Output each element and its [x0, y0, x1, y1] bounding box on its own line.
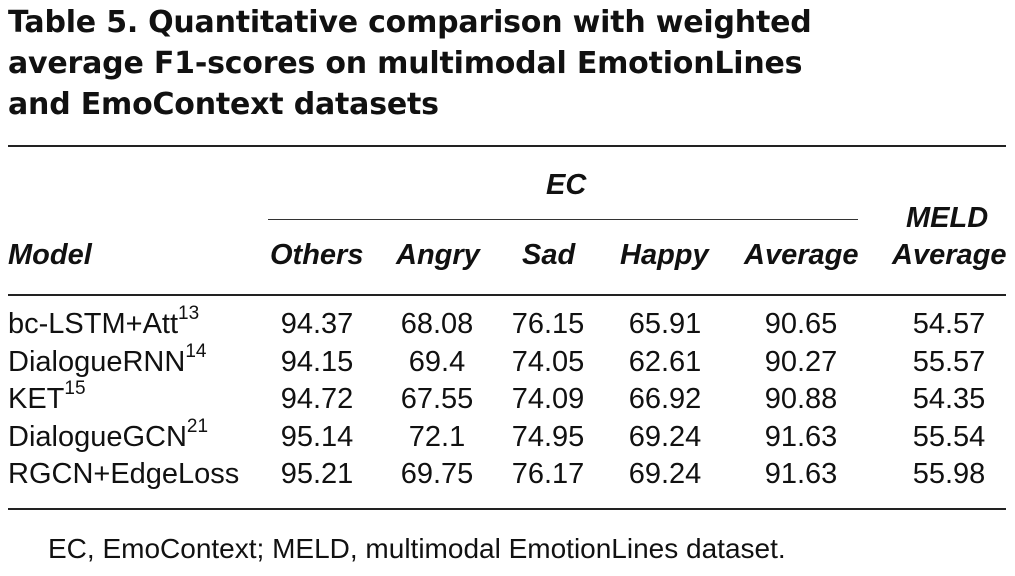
cell-angry: 72.1	[408, 421, 466, 453]
cell-angry: 67.55	[400, 383, 474, 415]
col-header-happy: Happy	[620, 239, 709, 271]
model-name: DialogueRNN	[8, 346, 186, 378]
cell-meld-average: 55.54	[912, 421, 986, 453]
caption-line-1: Table 5. Quantitative comparison with wei…	[8, 2, 968, 43]
cell-others: 95.14	[280, 421, 354, 453]
cell-sad: 76.17	[511, 458, 585, 490]
ec-group-header: EC	[546, 169, 587, 201]
ec-group-rule	[268, 219, 858, 220]
model-name: bc-LSTM+Att	[8, 308, 179, 340]
cell-others: 95.21	[280, 458, 354, 490]
cell-others: 94.15	[280, 346, 354, 378]
cell-meld-average: 54.35	[912, 383, 986, 415]
table-footnote: EC, EmoContext; MELD, multimodal Emotion…	[48, 533, 786, 564]
reference-number: 13	[178, 303, 200, 325]
col-header-angry: Angry	[396, 239, 480, 271]
reference-number: 14	[185, 341, 207, 363]
cell-happy: 65.91	[628, 308, 702, 340]
caption-line-2: average F1-scores on multimodal EmotionL…	[8, 46, 803, 81]
cell-happy: 69.24	[628, 458, 702, 490]
reference-number: 21	[186, 416, 209, 438]
table-row-model: KET15	[8, 378, 86, 417]
model-name: RGCN+EdgeLoss	[8, 458, 240, 490]
cell-sad: 74.09	[511, 383, 585, 415]
header-rule	[8, 294, 1006, 296]
col-header-others: Others	[270, 239, 364, 271]
model-name: KET	[8, 383, 65, 415]
cell-others: 94.72	[280, 383, 354, 415]
col-header-ec-average: Average	[744, 239, 859, 271]
col-header-model: Model	[8, 239, 92, 271]
cell-meld-average: 54.57	[912, 308, 986, 340]
cell-meld-average: 55.98	[912, 458, 986, 490]
table-label: Table 5.	[8, 5, 139, 40]
table-caption: Table 5. Quantitative comparison with wei…	[8, 2, 968, 125]
cell-ec-average: 91.63	[764, 421, 838, 453]
table-row-model: DialogueRNN14	[8, 341, 207, 380]
bottom-rule	[8, 508, 1006, 510]
reference-number: 15	[64, 378, 86, 400]
top-rule	[8, 145, 1006, 147]
col-header-meld: MELD	[906, 202, 989, 234]
caption-line-3: and EmoContext datasets	[8, 87, 439, 122]
cell-sad: 76.15	[511, 308, 585, 340]
col-header-meld-average: Average	[892, 239, 1007, 271]
caption-text-1: Quantitative comparison with weighted	[148, 5, 812, 40]
table-row-model: RGCN+EdgeLoss	[8, 456, 239, 492]
cell-sad: 74.05	[511, 346, 585, 378]
cell-angry: 68.08	[400, 308, 474, 340]
cell-ec-average: 90.88	[764, 383, 838, 415]
cell-sad: 74.95	[511, 421, 585, 453]
cell-others: 94.37	[280, 308, 354, 340]
model-name: DialogueGCN	[8, 421, 187, 453]
cell-ec-average: 90.65	[764, 308, 838, 340]
cell-ec-average: 90.27	[764, 346, 838, 378]
col-header-sad: Sad	[522, 239, 576, 271]
cell-angry: 69.75	[400, 458, 474, 490]
table-row-model: DialogueGCN21	[8, 416, 209, 455]
cell-angry: 69.4	[408, 346, 466, 378]
cell-ec-average: 91.63	[764, 458, 838, 490]
cell-happy: 69.24	[628, 421, 702, 453]
cell-meld-average: 55.57	[912, 346, 986, 378]
table-row-model: bc-LSTM+Att13	[8, 303, 200, 342]
cell-happy: 62.61	[628, 346, 702, 378]
cell-happy: 66.92	[628, 383, 702, 415]
